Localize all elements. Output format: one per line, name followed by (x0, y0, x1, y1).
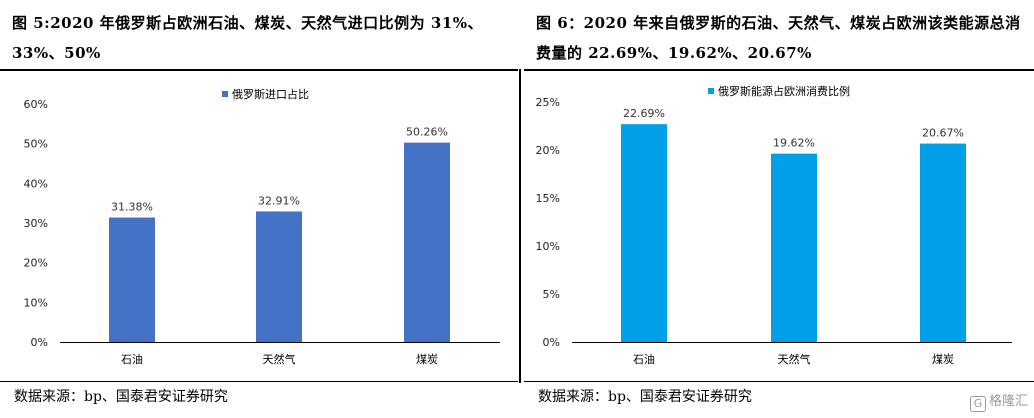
x-tick-label: 石油 (121, 352, 143, 366)
watermark-text: 格隆汇 (988, 394, 1028, 409)
bar-chart-russia-import-share: 0% 10% 20% 30% 40% 50% 60% 31.38% 石油 32.91% 天然气 50.… (24, 87, 500, 366)
data-label: 19.62% (773, 137, 815, 150)
x-tick-label: 天然气 (778, 352, 811, 366)
source-note: 数据来源：bp、国泰君安证券研究 (538, 389, 752, 405)
title-rule (524, 69, 1034, 71)
data-label: 31.38% (111, 201, 153, 214)
figure-title: 图 6：2020 年来自俄罗斯的石油、天然气、煤炭占欧洲该类能源总消费量的 22… (536, 14, 1021, 62)
bar-1 (771, 153, 817, 342)
bar-2 (920, 143, 966, 342)
panel-divider (519, 69, 521, 383)
legend-swatch (222, 91, 228, 97)
source-rule (0, 381, 518, 382)
chart-area: 0% 5% 10% 15% 20% 25% 22.69% 石油 19.62% 天然气 20.67% 煤… (524, 71, 1034, 385)
bar-chart-russia-consumption-share: 0% 5% 10% 15% 20% 25% 22.69% 石油 19.62% 天然气 20.67% 煤… (536, 84, 1012, 366)
y-tick-label: 0% (543, 336, 560, 349)
y-tick-label: 60% (24, 98, 48, 111)
y-tick-label: 40% (24, 177, 48, 190)
legend-label: 俄罗斯能源占欧洲消费比例 (718, 84, 850, 98)
figure-5-panel: 图 5:2020 年俄罗斯占欧洲石油、煤炭、天然气进口比例为 31%、33%、5… (0, 14, 518, 405)
y-tick-label: 30% (24, 217, 48, 230)
source-rule (524, 381, 1034, 382)
bar-2 (404, 142, 450, 342)
x-tick-label: 石油 (633, 352, 655, 366)
data-label: 50.26% (406, 126, 448, 139)
y-tick-label: 10% (536, 240, 560, 253)
legend-swatch (708, 88, 714, 94)
y-tick-label: 50% (24, 138, 48, 151)
x-tick-label: 煤炭 (932, 353, 954, 366)
x-tick-label: 煤炭 (416, 353, 438, 366)
data-label: 22.69% (623, 107, 665, 120)
figure-6-panel: 图 6：2020 年来自俄罗斯的石油、天然气、煤炭占欧洲该类能源总消费量的 22… (524, 0, 1034, 418)
data-label: 32.91% (258, 194, 300, 207)
y-tick-label: 15% (536, 192, 560, 205)
x-tick-label: 天然气 (263, 352, 296, 366)
bar-0 (621, 124, 667, 342)
bar-0 (109, 217, 155, 342)
y-tick-label: 25% (536, 96, 560, 109)
y-tick-label: 20% (24, 257, 48, 270)
title-rule (0, 69, 518, 71)
y-tick-label: 5% (543, 288, 560, 301)
legend-label: 俄罗斯进口占比 (232, 87, 309, 101)
watermark: G 格隆汇 (969, 390, 1028, 412)
y-tick-label: 20% (536, 144, 560, 157)
figure-title: 图 5:2020 年俄罗斯占欧洲石油、煤炭、天然气进口比例为 31%、33%、5… (12, 14, 484, 62)
g-logo-icon: G (969, 396, 986, 412)
y-tick-label: 10% (24, 296, 48, 309)
source-note: 数据来源：bp、国泰君安证券研究 (14, 389, 228, 405)
chart-area: 0% 10% 20% 30% 40% 50% 60% 31.38% 石油 32.91% 天然气 50.… (0, 71, 518, 385)
y-tick-label: 0% (31, 336, 48, 349)
data-label: 20.67% (922, 127, 964, 140)
bar-1 (256, 211, 302, 342)
